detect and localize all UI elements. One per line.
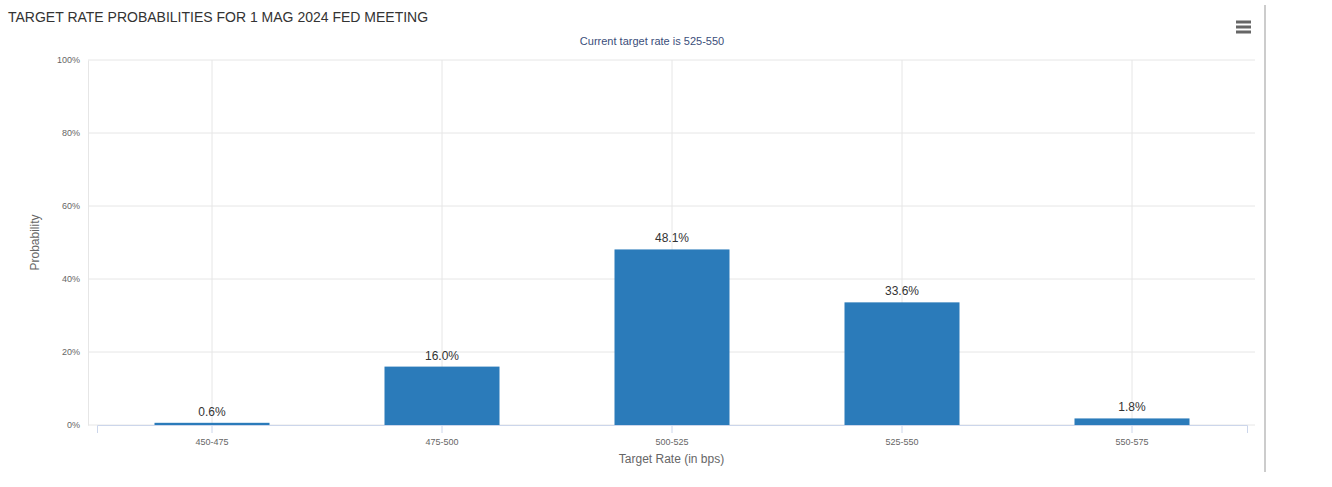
tick-label: 475-500: [425, 437, 458, 447]
grid-line: [1132, 60, 1133, 425]
tick: 500-525: [655, 425, 688, 447]
tick-label: 60%: [62, 201, 80, 211]
data-label: 0.6%: [198, 405, 226, 419]
tick: 0%: [67, 420, 88, 430]
bar[interactable]: [155, 423, 270, 425]
tick-label: 550-575: [1115, 437, 1148, 447]
bar[interactable]: [1075, 418, 1190, 425]
title: TARGET RATE PROBABILITIES FOR 1 MAG 2024…: [8, 9, 428, 25]
tick: 40%: [62, 274, 88, 284]
axis-line: [98, 426, 1248, 434]
tick: 60%: [62, 201, 88, 211]
bar[interactable]: [615, 249, 730, 425]
tick-label: 80%: [62, 128, 80, 138]
tick-label: 450-475: [195, 437, 228, 447]
tick-label: 500-525: [655, 437, 688, 447]
data-label: 48.1%: [655, 231, 689, 245]
tick: 525-550: [885, 425, 918, 447]
y-grid: [88, 60, 1255, 425]
bar[interactable]: [845, 302, 960, 425]
menu-icon[interactable]: [1236, 21, 1251, 34]
tick: 100%: [57, 55, 88, 65]
tick-mark: [672, 425, 673, 433]
tick-mark: [1132, 425, 1133, 433]
axis-line: [88, 61, 89, 426]
tick: 80%: [62, 128, 88, 138]
tick-label: 40%: [62, 274, 80, 284]
x-axis: 450-475 475-500 500-525 525-550 550-575: [98, 425, 1248, 447]
menu-bar[interactable]: [1236, 21, 1251, 24]
tick: 20%: [62, 347, 88, 357]
tick-mark: [442, 425, 443, 433]
x-axis-title: Target Rate (in bps): [619, 452, 724, 466]
chart: TARGET RATE PROBABILITIES FOR 1 MAG 2024…: [0, 0, 1332, 487]
subtitle: Current target rate is 525-550: [580, 35, 724, 47]
y-axis-title: Probability: [28, 214, 42, 270]
tick-mark: [212, 425, 213, 433]
tick: 450-475: [195, 425, 228, 447]
tick-label: 525-550: [885, 437, 918, 447]
tick-label: 0%: [67, 420, 80, 430]
tick: 475-500: [425, 425, 458, 447]
menu-bar[interactable]: [1236, 31, 1251, 34]
data-label: 1.8%: [1118, 400, 1146, 414]
data-labels: 0.6% 16.0% 48.1% 33.6% 1.8%: [198, 231, 1146, 418]
grid-line: [212, 60, 213, 425]
data-label: 33.6%: [885, 284, 919, 298]
bar[interactable]: [385, 367, 500, 425]
data-label: 16.0%: [425, 349, 459, 363]
tick: 550-575: [1115, 425, 1148, 447]
y-axis: 0% 20% 40% 60% 80% 100%: [57, 55, 89, 430]
tick-label: 20%: [62, 347, 80, 357]
menu-bar[interactable]: [1236, 26, 1251, 29]
bars: [155, 249, 1190, 425]
tick-label: 100%: [57, 55, 80, 65]
frame-line: [1265, 5, 1266, 472]
tick-mark: [902, 425, 903, 433]
x-grid: [212, 60, 1132, 425]
